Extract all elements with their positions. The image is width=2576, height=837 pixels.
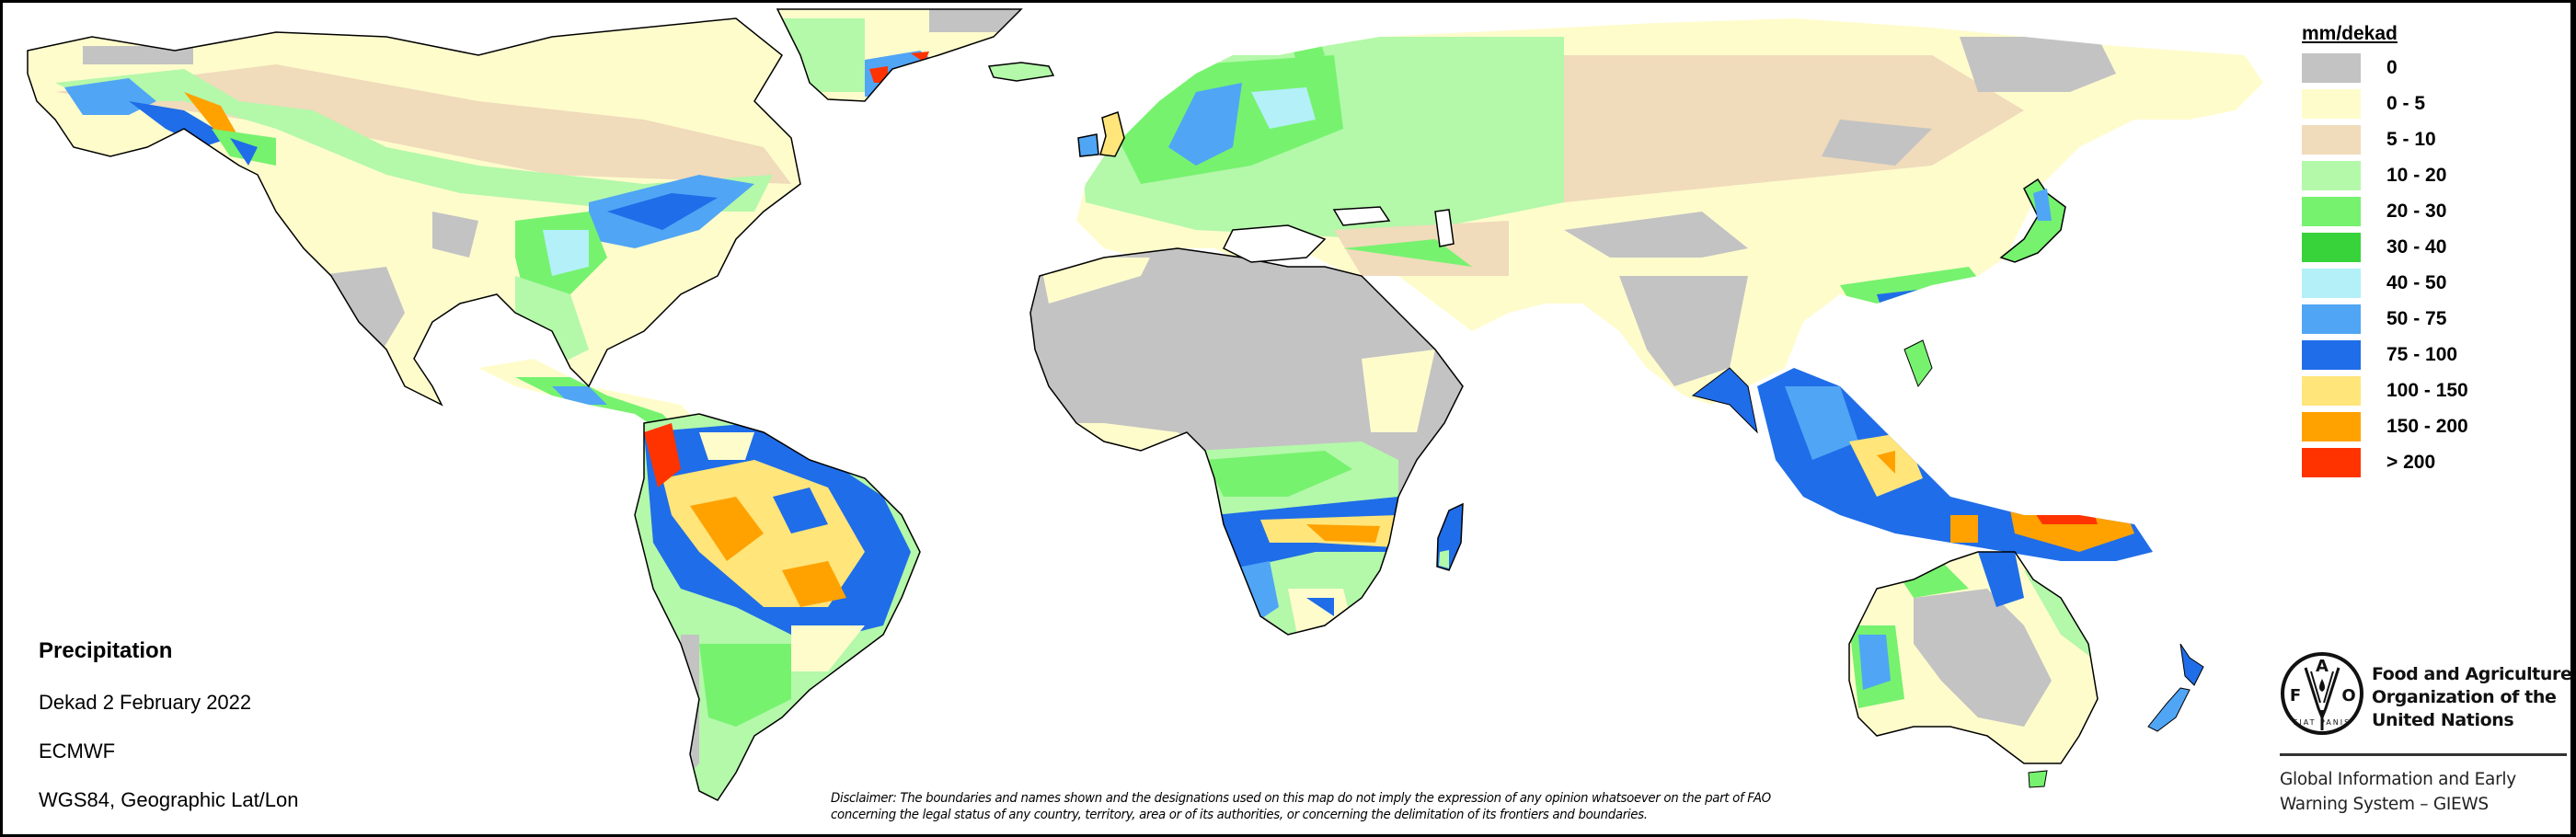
map-period: Dekad 2 February 2022	[39, 691, 252, 714]
legend-label: 100 - 150	[2386, 380, 2468, 401]
legend-item: 5 - 10	[2300, 120, 2539, 155]
coastlines	[27, 8, 2099, 801]
legend-swatch	[2302, 340, 2361, 370]
new-zealand-south	[2147, 687, 2191, 732]
legend-item: 50 - 75	[2300, 299, 2539, 335]
great-britain	[1099, 111, 1125, 157]
legend-swatch	[2302, 412, 2361, 441]
legend-label: 50 - 75	[2386, 308, 2447, 329]
legend-title: mm/dekad	[2302, 23, 2398, 44]
legend-label: 30 - 40	[2386, 236, 2447, 258]
legend-item: 100 - 150	[2300, 371, 2539, 407]
legend-swatch	[2302, 269, 2361, 298]
legend-swatch	[2302, 304, 2361, 334]
giews-line-2: Warning System – GIEWS	[2280, 795, 2489, 814]
malay-peninsula	[1691, 367, 1758, 434]
greenland	[777, 9, 1021, 101]
legend-item: 0	[2300, 48, 2539, 84]
legend-item: > 200	[2300, 442, 2539, 478]
svg-text:O: O	[2341, 686, 2355, 705]
map-projection: WGS84, Geographic Lat/Lon	[39, 788, 299, 811]
ireland	[1077, 133, 1099, 157]
legend-label: > 200	[2386, 452, 2436, 473]
legend: mm/dekad 0 0 - 5 5 - 10 10 - 20 20 - 30 …	[2300, 20, 2539, 478]
disclaimer-line-1: Disclaimer: The boundaries and names sho…	[831, 791, 1771, 806]
legend-item: 150 - 200	[2300, 407, 2539, 442]
legend-swatch	[2302, 53, 2361, 83]
map-info-block: Precipitation Dekad 2 February 2022 ECMW…	[39, 635, 299, 832]
map-title: Precipitation	[39, 638, 173, 663]
mediterranean-sea	[1222, 224, 1327, 263]
tasmania	[2028, 770, 2048, 788]
legend-label: 0 - 5	[2386, 93, 2426, 114]
legend-item: 40 - 50	[2300, 263, 2539, 299]
legend-label: 20 - 30	[2386, 201, 2447, 222]
giews-line-1: Global Information and Early	[2280, 770, 2516, 789]
africa	[1030, 248, 1463, 635]
legend-label: 40 - 50	[2386, 272, 2447, 293]
new-zealand-north	[2179, 643, 2204, 686]
legend-item: 20 - 30	[2300, 191, 2539, 227]
legend-swatch	[2302, 89, 2361, 119]
philippines	[1903, 339, 1933, 388]
disclaimer: Disclaimer: The boundaries and names sho…	[831, 790, 1973, 823]
svg-text:A: A	[2316, 657, 2329, 676]
legend-item: 75 - 100	[2300, 335, 2539, 371]
legend-label: 10 - 20	[2386, 165, 2447, 186]
legend-swatch	[2302, 197, 2361, 226]
disclaimer-line-2: concerning the legal status of any count…	[831, 808, 1648, 822]
divider	[2280, 753, 2567, 756]
legend-item: 10 - 20	[2300, 155, 2539, 191]
australia	[1849, 552, 2098, 763]
southeast-asia	[1757, 368, 2153, 561]
japan	[1999, 178, 2066, 263]
legend-swatch	[2302, 125, 2361, 155]
caspian-sea	[1434, 209, 1455, 247]
south-america	[635, 414, 920, 800]
fao-name: Food and Agriculture Organization of the…	[2372, 663, 2572, 732]
legend-swatch	[2302, 448, 2361, 477]
iceland	[987, 62, 1055, 82]
legend-label: 150 - 200	[2386, 416, 2468, 437]
legend-swatch	[2302, 376, 2361, 406]
svg-text:FIAT PANIS: FIAT PANIS	[2294, 718, 2351, 727]
fao-name-line-3: United Nations	[2372, 710, 2514, 730]
legend-swatch	[2302, 233, 2361, 262]
legend-label: 5 - 10	[2386, 129, 2436, 150]
black-sea	[1332, 206, 1391, 226]
north-america	[28, 18, 800, 405]
legend-item: 30 - 40	[2300, 227, 2539, 263]
fao-name-line-1: Food and Agriculture	[2372, 664, 2572, 684]
map-source: ECMWF	[39, 740, 116, 762]
fao-logo-icon: A F O FIAT PANIS	[2281, 652, 2363, 735]
giews-name: Global Information and Early Warning Sys…	[2280, 767, 2516, 817]
legend-swatch	[2302, 161, 2361, 190]
legend-item: 0 - 5	[2300, 84, 2539, 120]
legend-label: 75 - 100	[2386, 344, 2458, 365]
legend-label: 0	[2386, 57, 2398, 78]
fao-name-line-2: Organization of the	[2372, 687, 2557, 707]
svg-text:F: F	[2290, 686, 2301, 705]
